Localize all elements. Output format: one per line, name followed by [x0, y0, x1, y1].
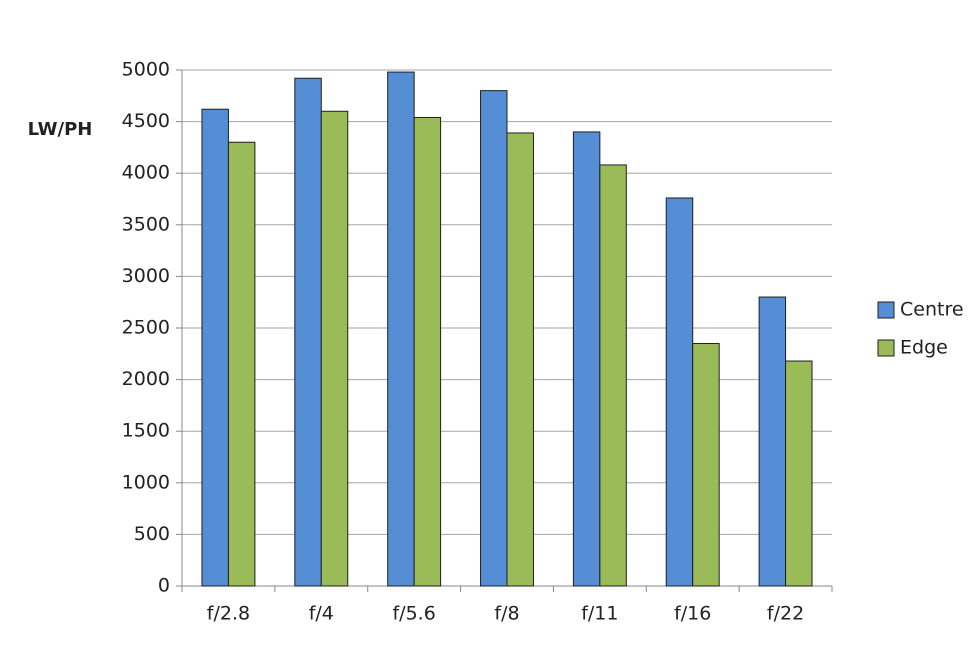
y-tick-label: 2500 — [122, 317, 170, 339]
y-tick-label: 500 — [134, 523, 170, 545]
y-tick-label: 3500 — [122, 213, 170, 235]
bar — [758, 296, 787, 587]
y-tick-label: 4500 — [122, 110, 170, 132]
bar — [692, 342, 720, 587]
bar — [665, 197, 694, 587]
y-tick-label: 5000 — [122, 59, 170, 81]
y-tick-label: 1500 — [122, 420, 170, 442]
bar — [294, 77, 322, 587]
y-tick-label: 0 — [158, 575, 170, 597]
y-tick-label: 3000 — [122, 265, 170, 287]
x-tick-label: f/16 — [674, 603, 711, 625]
y-tick-label: 4000 — [122, 162, 170, 184]
bar — [201, 108, 229, 587]
bar — [227, 141, 256, 587]
legend-swatch — [877, 301, 895, 319]
y-tick-label: 2000 — [122, 368, 170, 390]
y-tick-label: 1000 — [122, 471, 170, 493]
x-tick-label: f/11 — [581, 603, 618, 625]
bar — [387, 71, 415, 587]
x-tick-label: f/5.6 — [392, 603, 435, 625]
y-axis-label: LW/PH — [28, 119, 93, 140]
bar — [572, 131, 601, 587]
bar — [413, 116, 442, 587]
bar — [480, 90, 508, 587]
bar — [506, 132, 534, 587]
x-tick-label: f/4 — [309, 603, 334, 625]
bar — [785, 360, 813, 587]
bar — [599, 164, 627, 587]
x-tick-label: f/2.8 — [207, 603, 250, 625]
x-tick-label: f/8 — [494, 603, 519, 625]
legend-swatch — [877, 339, 895, 357]
bar — [320, 110, 349, 587]
legend-label: Edge — [900, 337, 948, 359]
x-tick-label: f/22 — [767, 603, 804, 625]
legend-label: Centre — [900, 299, 964, 321]
